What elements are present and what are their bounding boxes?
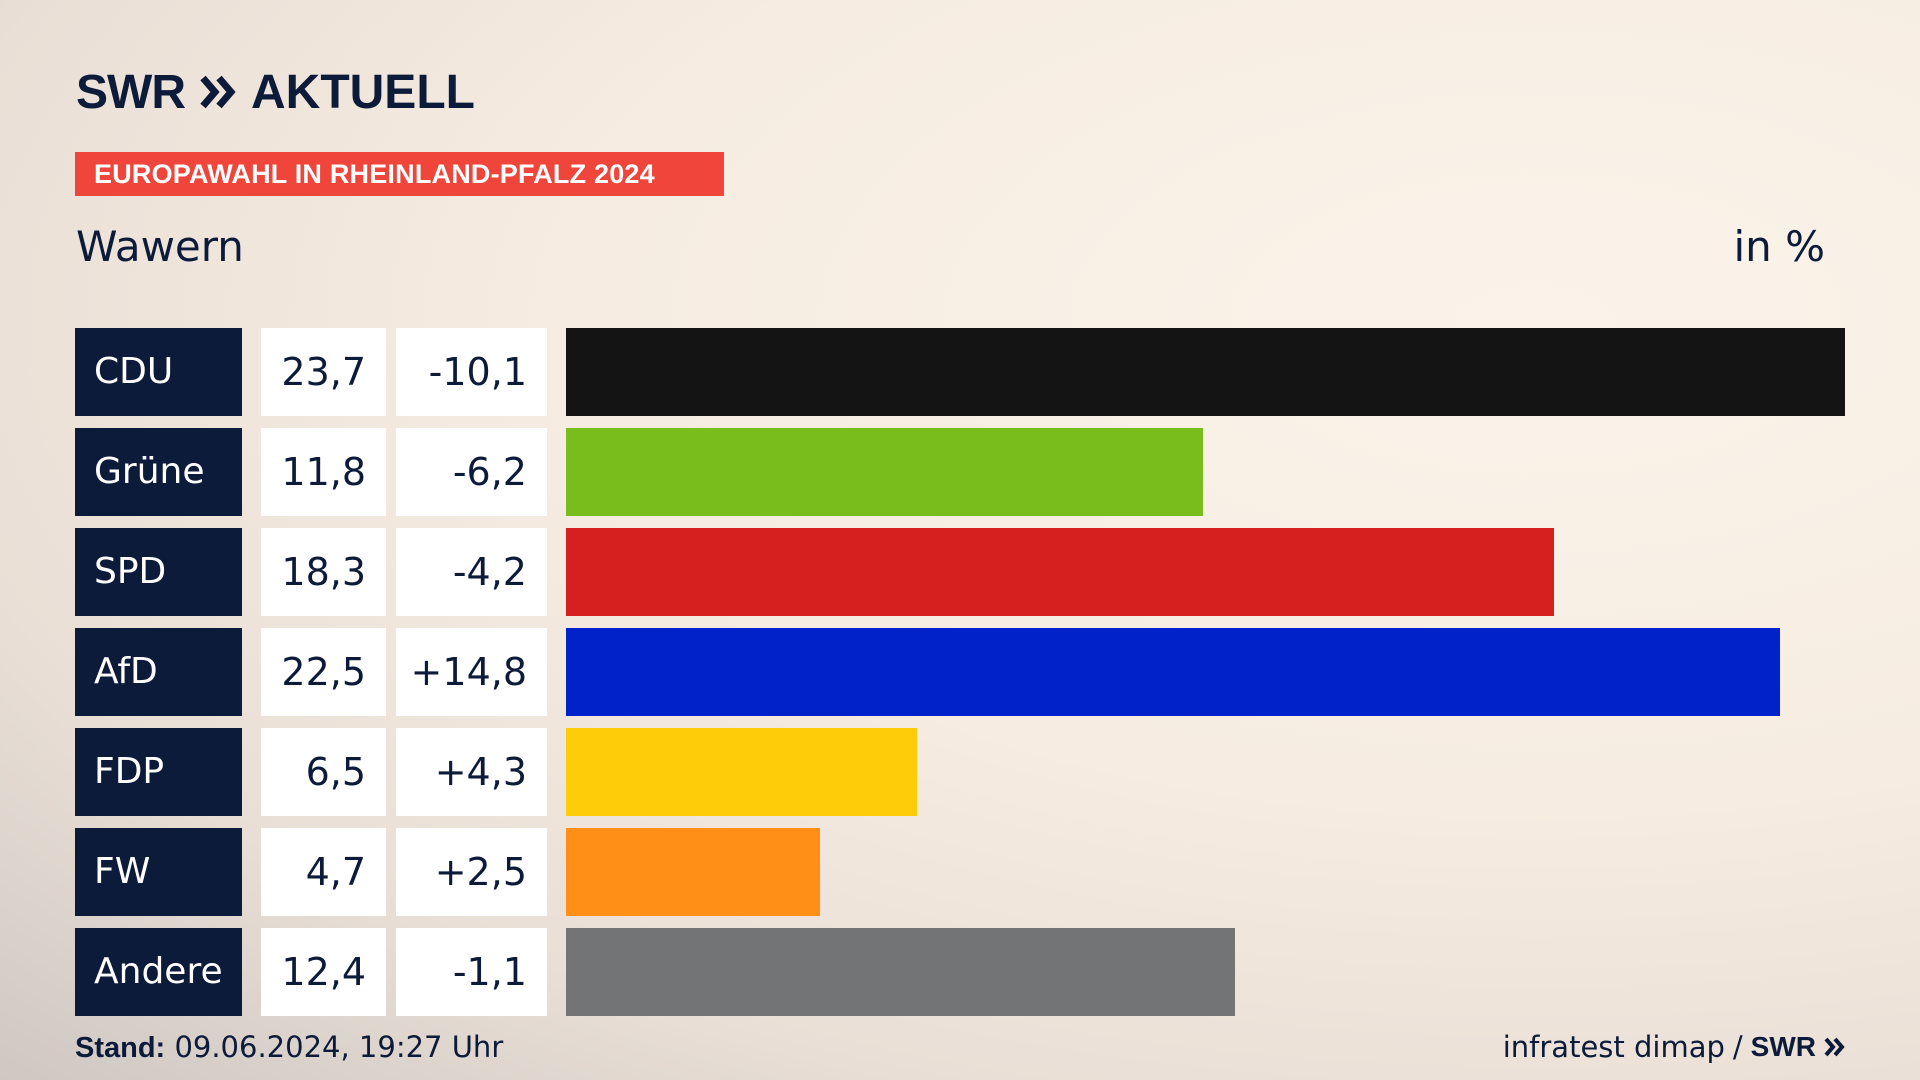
vote-change-value: -6,2 [396, 428, 547, 516]
vote-share-value: 22,5 [261, 628, 386, 716]
bar-track [566, 428, 1845, 516]
party-label: AfD [75, 628, 242, 716]
bar-track [566, 928, 1845, 1016]
result-row: FDP 6,5 +4,3 [75, 728, 1845, 816]
stand-value: 09.06.2024, 19:27 Uhr [174, 1030, 504, 1064]
vote-change-value: -4,2 [396, 528, 547, 616]
result-bar [566, 628, 1780, 716]
result-bar [566, 928, 1235, 1016]
vote-change-value: -1,1 [396, 928, 547, 1016]
bar-track [566, 728, 1845, 816]
source-name: infratest dimap [1502, 1030, 1725, 1064]
source-credit: infratest dimap / SWR [1503, 1030, 1846, 1064]
vote-change-value: +4,3 [396, 728, 547, 816]
vote-share-value: 4,7 [261, 828, 386, 916]
swr-small-logo-text: SWR [1750, 1031, 1816, 1062]
timestamp: Stand: 09.06.2024, 19:27 Uhr [75, 1030, 503, 1065]
result-bar [566, 828, 820, 916]
swr-logo-text: SWR [76, 65, 186, 119]
result-bar [566, 528, 1554, 616]
bar-track [566, 328, 1845, 416]
aktuell-logo-text: AKTUELL [250, 65, 475, 119]
bar-track [566, 628, 1845, 716]
result-row: CDU 23,7 -10,1 [75, 328, 1845, 416]
party-label: Grüne [75, 428, 242, 516]
result-row: FW 4,7 +2,5 [75, 828, 1845, 916]
vote-share-value: 18,3 [261, 528, 386, 616]
result-row: Andere 12,4 -1,1 [75, 928, 1845, 1016]
vote-share-value: 12,4 [261, 928, 386, 1016]
bar-track [566, 528, 1845, 616]
election-banner: EUROPAWAHL IN RHEINLAND-PFALZ 2024 [75, 152, 724, 196]
party-label: Andere [75, 928, 242, 1016]
result-row: SPD 18,3 -4,2 [75, 528, 1845, 616]
result-bar [566, 428, 1203, 516]
bar-track [566, 828, 1845, 916]
double-chevron-small-icon [1824, 1037, 1845, 1057]
vote-share-value: 6,5 [261, 728, 386, 816]
vote-change-value: -10,1 [396, 328, 547, 416]
vote-change-value: +2,5 [396, 828, 547, 916]
vote-change-value: +14,8 [396, 628, 547, 716]
party-label: FW [75, 828, 242, 916]
double-chevron-icon [199, 74, 237, 110]
result-bar [566, 328, 1845, 416]
result-row: Grüne 11,8 -6,2 [75, 428, 1845, 516]
source-separator: / [1732, 1030, 1743, 1064]
vote-share-value: 11,8 [261, 428, 386, 516]
party-label: SPD [75, 528, 242, 616]
party-label: FDP [75, 728, 242, 816]
swr-aktuell-logo: SWR AKTUELL [76, 65, 475, 119]
result-bar [566, 728, 917, 816]
party-label: CDU [75, 328, 242, 416]
location-title: Wawern [76, 222, 244, 271]
result-row: AfD 22,5 +14,8 [75, 628, 1845, 716]
vote-share-value: 23,7 [261, 328, 386, 416]
stand-label: Stand: [75, 1032, 166, 1064]
unit-label: in % [1733, 222, 1825, 271]
